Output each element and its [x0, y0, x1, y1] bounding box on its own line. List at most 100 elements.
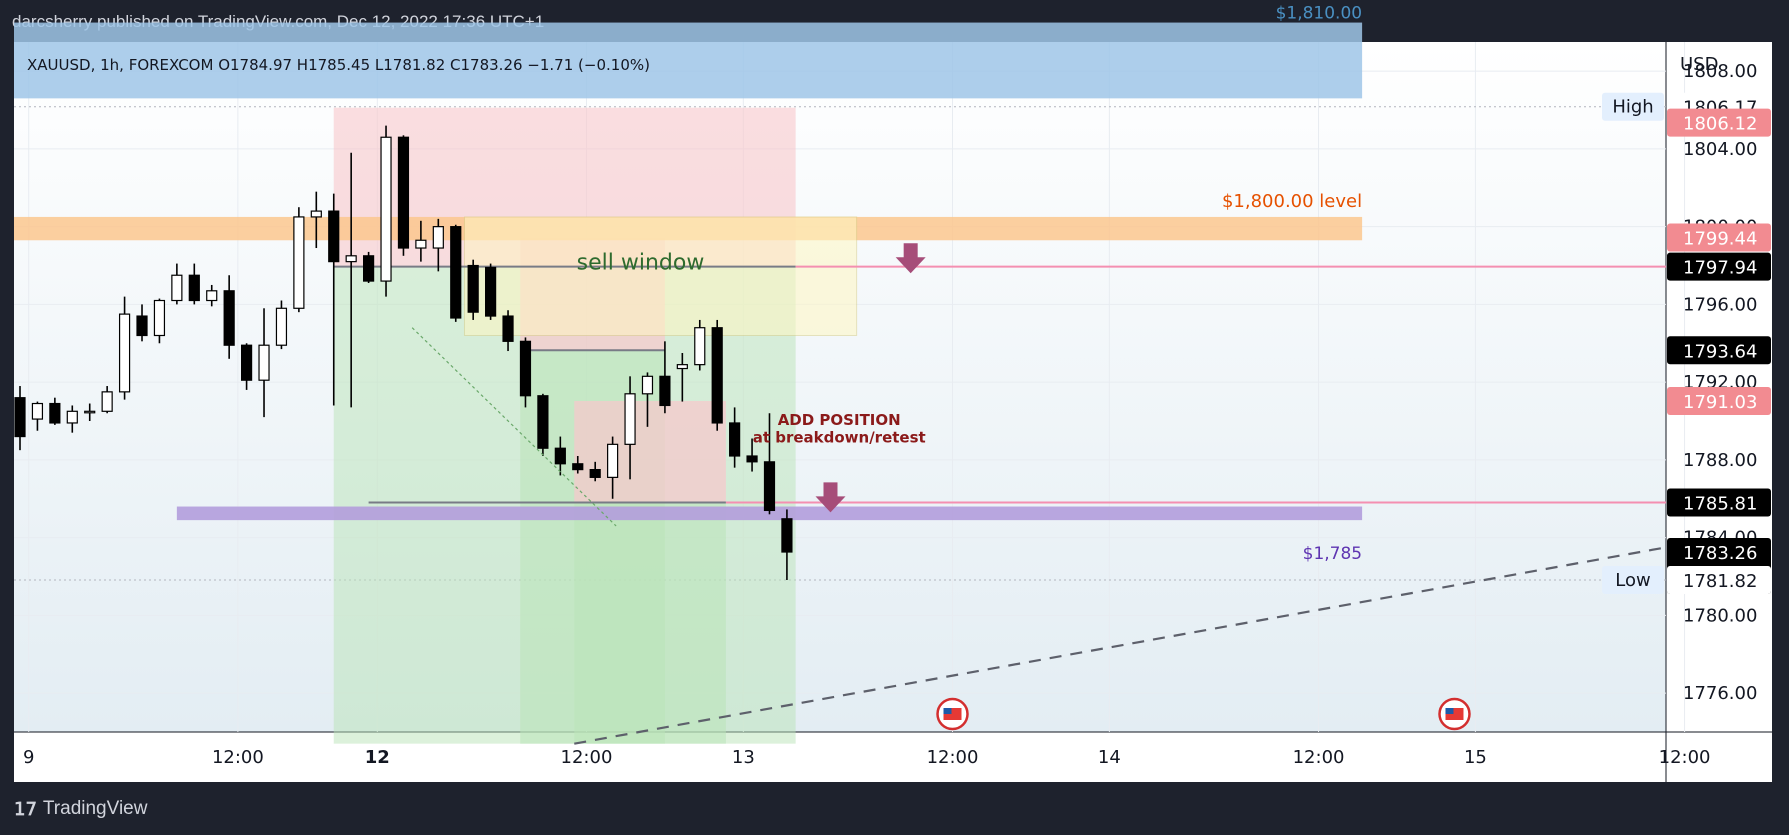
price-label-box: [1667, 223, 1771, 252]
price-label-box: [1667, 108, 1771, 137]
price-tag-box: [1602, 566, 1664, 595]
candle-bear: [223, 290, 235, 346]
grid: [14, 42, 1686, 732]
price-label-box: [1667, 488, 1771, 517]
x-tick-label: 9: [23, 747, 34, 768]
short-3-stop-zone: [574, 400, 726, 503]
price-label-box: [1667, 336, 1771, 365]
price-label-box: [1667, 386, 1771, 415]
candle-bear: [397, 136, 410, 249]
candle-bull: [415, 239, 427, 249]
candle-bull: [153, 299, 166, 337]
x-tick-label: 13: [732, 747, 755, 768]
short-3-target-zone: [574, 502, 726, 744]
trend-dashed-line: [574, 546, 1667, 745]
x-tick-label: 12:00: [1293, 747, 1345, 768]
us-flag-canton: [1445, 708, 1454, 714]
drawing-zones: [14, 22, 1666, 744]
candle-bull: [275, 307, 288, 346]
y-tick-label: 1780.00: [1683, 605, 1757, 626]
candle-bear: [519, 340, 532, 397]
candle-bear: [328, 210, 340, 263]
down-arrow-icon: [815, 482, 846, 513]
price-tag-label: High: [1612, 97, 1653, 118]
price-label-box: [1667, 566, 1771, 595]
candle-bear: [711, 327, 723, 424]
sell-window-box: [463, 216, 858, 336]
candle-bull: [432, 226, 444, 249]
add-position-text: ADD POSITION: [778, 411, 901, 429]
x-tick-label: 14: [1098, 747, 1121, 768]
currency-label: USD: [1680, 54, 1718, 75]
candle-bear: [763, 461, 776, 512]
candle-bear: [537, 395, 549, 449]
candle-bull: [293, 216, 305, 309]
candle-bear: [467, 264, 479, 313]
y-tick-label: 1804.00: [1683, 139, 1757, 160]
footer-brand: TradingView: [42, 798, 148, 819]
candle-bear: [485, 266, 497, 317]
level-1785-text: $1,785: [1303, 544, 1362, 564]
level-1800-text: $1,800.00 level: [1222, 191, 1362, 212]
footer[interactable]: 𝟣𝟩 TradingView: [14, 787, 147, 831]
candle-bear: [554, 447, 566, 465]
price-label: 1806.12: [1683, 114, 1757, 135]
drawing-overlay: $1,810.00 $1,800.00 level $1,785 sell windo…: [411, 4, 1667, 745]
candle-bear: [729, 422, 741, 457]
x-tick-label: 12:00: [212, 747, 264, 768]
candle-bear: [572, 463, 584, 471]
x-tick-label: 12: [365, 747, 390, 768]
add-position-subtext: at breakdown/retest: [753, 428, 926, 446]
x-tick-label: 12:00: [561, 747, 613, 768]
sell-window-text: sell window: [577, 250, 705, 275]
candle-bull: [84, 410, 96, 414]
y-tick-label: 1808.00: [1683, 61, 1757, 82]
candle-bear: [14, 397, 26, 438]
price-labels: 1806.17High1806.121799.441797.941793.641…: [1602, 92, 1771, 595]
candle-bull: [101, 391, 113, 412]
price-label: 1785.81: [1683, 493, 1757, 514]
x-tick-label: 15: [1464, 747, 1487, 768]
candle-bear: [746, 455, 758, 463]
candle-bull: [607, 443, 619, 478]
price-label-box: [1667, 252, 1771, 281]
candle-bear: [363, 255, 375, 282]
candle-bull: [641, 375, 654, 395]
candle-bull: [171, 274, 183, 302]
y-tick-label: 1776.00: [1683, 683, 1757, 704]
candles: [14, 125, 793, 581]
x-tick-label: 12:00: [927, 747, 979, 768]
us-flag-canton: [943, 708, 952, 714]
axis-ticks: 1776.001780.001784.001788.001792.001796.…: [23, 54, 1757, 768]
candle-bull: [624, 393, 636, 445]
candle-bear: [502, 315, 514, 342]
price-label: 1791.03: [1683, 392, 1757, 413]
candle-bull: [345, 255, 357, 263]
candle-bull: [310, 210, 322, 218]
y-tick-label: 1788.00: [1683, 450, 1757, 471]
candle-bull: [66, 410, 78, 424]
time-axis[interactable]: [14, 732, 1772, 782]
x-tick-label: 12:00: [1659, 747, 1711, 768]
candle-bear: [450, 226, 462, 319]
down-arrow-icon: [895, 243, 926, 274]
price-label: 1797.94: [1683, 258, 1757, 279]
candle-bull: [31, 402, 44, 420]
candle-bear: [240, 344, 253, 381]
candle-bull: [676, 364, 688, 370]
price-label: 1799.44: [1683, 229, 1757, 250]
price-tag-label: Low: [1615, 570, 1650, 591]
candle-bear: [188, 274, 200, 302]
y-tick-label: 1796.00: [1683, 294, 1757, 315]
candle-bull: [206, 290, 218, 302]
price-tag-box: [1602, 92, 1664, 121]
candle-bear: [589, 469, 601, 478]
candle-bear: [781, 518, 793, 553]
chart-pane[interactable]: [14, 42, 1666, 732]
symbol-legend: XAUUSD, 1h, FOREXCOM O1784.97 H1785.45 L…: [27, 56, 650, 74]
candle-bull: [694, 327, 706, 366]
candle-bull: [380, 136, 392, 282]
candle-bear: [49, 402, 61, 424]
